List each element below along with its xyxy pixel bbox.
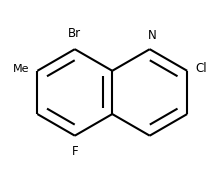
Text: Me: Me [12, 64, 29, 74]
Text: N: N [147, 29, 156, 42]
Text: Br: Br [68, 27, 81, 40]
Text: Cl: Cl [196, 62, 207, 75]
Text: F: F [72, 145, 78, 158]
